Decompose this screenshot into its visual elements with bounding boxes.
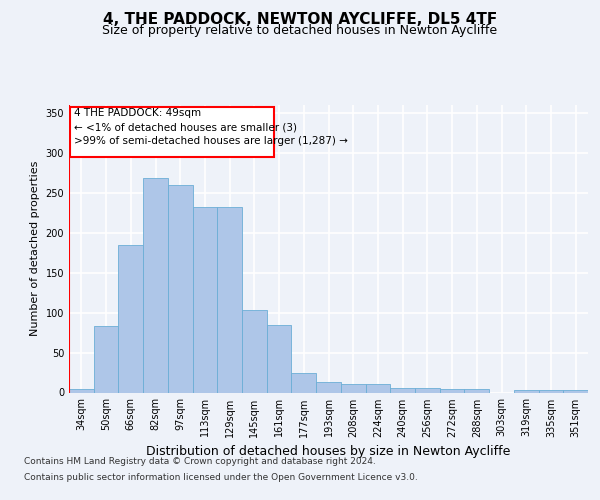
Bar bbox=[193, 207, 217, 392]
Bar bbox=[217, 207, 242, 392]
Bar bbox=[341, 384, 365, 392]
Text: 4 THE PADDOCK: 49sqm
← <1% of detached houses are smaller (3)
>99% of semi-detac: 4 THE PADDOCK: 49sqm ← <1% of detached h… bbox=[74, 108, 348, 146]
Bar bbox=[94, 326, 118, 392]
Bar bbox=[563, 390, 588, 392]
Y-axis label: Number of detached properties: Number of detached properties bbox=[30, 161, 40, 336]
Bar bbox=[390, 388, 415, 392]
Text: Contains public sector information licensed under the Open Government Licence v3: Contains public sector information licen… bbox=[24, 472, 418, 482]
Bar bbox=[143, 178, 168, 392]
Bar bbox=[242, 310, 267, 392]
Bar bbox=[514, 390, 539, 392]
X-axis label: Distribution of detached houses by size in Newton Aycliffe: Distribution of detached houses by size … bbox=[146, 445, 511, 458]
Bar bbox=[70, 106, 274, 157]
Bar bbox=[440, 390, 464, 392]
Bar bbox=[365, 384, 390, 392]
Bar bbox=[415, 388, 440, 392]
Bar bbox=[316, 382, 341, 392]
Bar bbox=[539, 390, 563, 392]
Bar bbox=[118, 245, 143, 392]
Text: 4, THE PADDOCK, NEWTON AYCLIFFE, DL5 4TF: 4, THE PADDOCK, NEWTON AYCLIFFE, DL5 4TF bbox=[103, 12, 497, 28]
Bar bbox=[292, 372, 316, 392]
Bar bbox=[168, 185, 193, 392]
Text: Size of property relative to detached houses in Newton Aycliffe: Size of property relative to detached ho… bbox=[103, 24, 497, 37]
Bar bbox=[464, 390, 489, 392]
Bar bbox=[69, 388, 94, 392]
Text: Contains HM Land Registry data © Crown copyright and database right 2024.: Contains HM Land Registry data © Crown c… bbox=[24, 458, 376, 466]
Bar bbox=[267, 324, 292, 392]
